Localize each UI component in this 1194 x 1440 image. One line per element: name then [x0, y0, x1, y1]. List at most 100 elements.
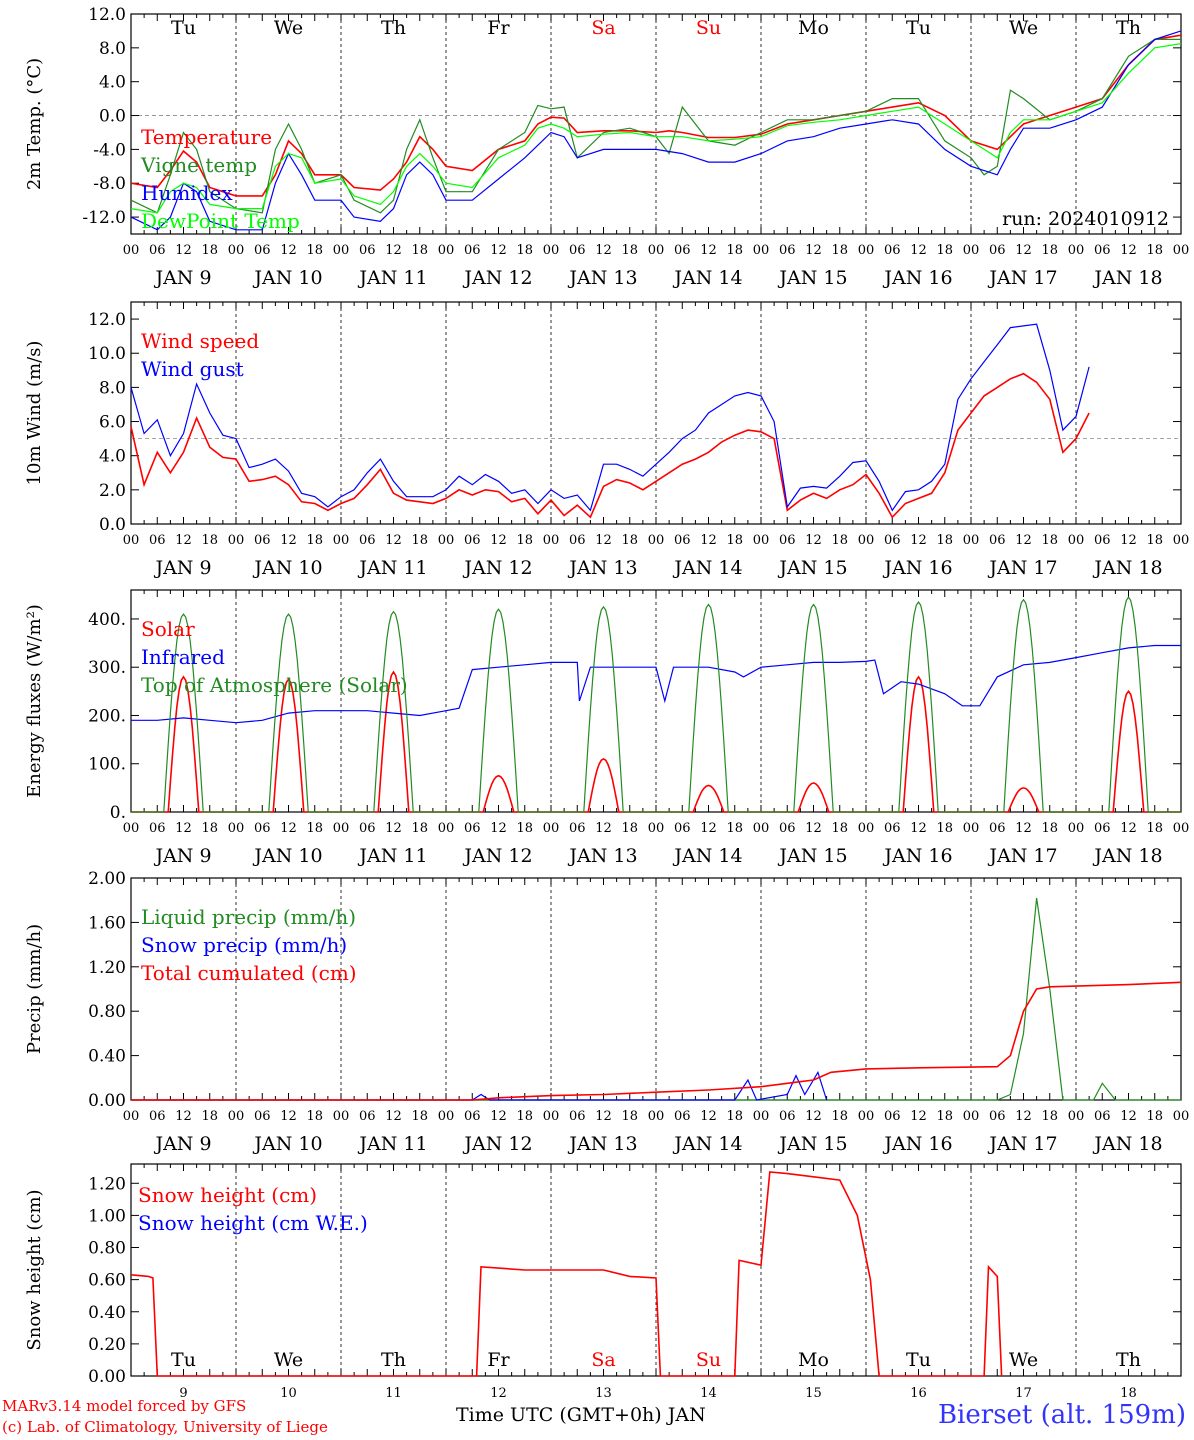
date-label: JAN 16 — [882, 557, 952, 579]
day-name-label: Mo — [798, 1349, 829, 1371]
hour-tick-label: 18 — [516, 533, 533, 548]
hour-tick-label: 06 — [779, 1109, 796, 1124]
hour-tick-label: 18 — [1041, 533, 1058, 548]
hour-tick-label: 00 — [648, 533, 665, 548]
legend-entry: Temperature — [141, 125, 272, 149]
y-tick-label: 200. — [88, 706, 126, 726]
hour-tick-label: 00 — [543, 243, 560, 258]
day-name-label: Tu — [171, 17, 196, 39]
hour-tick-label: 06 — [989, 243, 1006, 258]
hour-tick-label: 12 — [385, 1109, 402, 1124]
y-tick-label: 400. — [88, 610, 126, 630]
y-tick-label: 2.00 — [88, 869, 126, 889]
day-number-label: 14 — [700, 1386, 717, 1401]
hour-tick-label: 12 — [280, 533, 297, 548]
hour-tick-label: 18 — [936, 1109, 953, 1124]
day-number-label: 17 — [1015, 1386, 1032, 1401]
y-tick-label: -4.0 — [93, 140, 126, 160]
hour-tick-label: 06 — [569, 533, 586, 548]
panel-2: 12.0 10.0 8.0 6.0 4.0 2.0 0.0 10m Wind (m/s) Win… — [24, 301, 1189, 579]
hour-tick-label: 00 — [963, 821, 980, 836]
hour-tick-label: 12 — [805, 533, 822, 548]
hour-tick-label: 18 — [306, 533, 323, 548]
date-label: JAN 10 — [252, 267, 322, 289]
hour-tick-label: 18 — [726, 533, 743, 548]
date-label: JAN 18 — [1092, 1133, 1162, 1155]
legend-entry: Wind speed — [141, 329, 259, 353]
hour-tick-label: 18 — [936, 821, 953, 836]
hour-tick-label: 00 — [543, 533, 560, 548]
legend-entry: Humidex — [141, 181, 233, 205]
y-tick-label: -12.0 — [82, 208, 126, 228]
date-label: JAN 14 — [672, 845, 742, 867]
y-tick-label: 6.0 — [99, 413, 126, 433]
hour-tick-label: 00 — [438, 243, 455, 258]
series-line-total-cumulated-cm- — [131, 981, 1182, 1101]
hour-tick-label: 00 — [753, 243, 770, 258]
hour-tick-label: 12 — [490, 1109, 507, 1124]
day-name-label: We — [1009, 1349, 1038, 1371]
date-label: JAN 14 — [672, 557, 742, 579]
hour-tick-label: 06 — [359, 821, 376, 836]
y-axis-label: Precip (mm/h) — [24, 924, 45, 1054]
hour-tick-label: 00 — [1068, 243, 1085, 258]
hour-tick-label: 06 — [884, 243, 901, 258]
hour-tick-label: 00 — [333, 1109, 350, 1124]
day-name-label: Th — [381, 17, 406, 39]
date-label: JAN 10 — [252, 845, 322, 867]
station-name: Bierset (alt. 159m) — [937, 1400, 1186, 1430]
y-tick-label: 8.0 — [99, 39, 126, 59]
hour-tick-label: 12 — [910, 821, 927, 836]
hour-tick-label: 00 — [858, 821, 875, 836]
date-label: JAN 11 — [357, 1133, 427, 1155]
hour-tick-label: 18 — [831, 243, 848, 258]
y-axis-label: Snow height (cm) — [24, 1189, 45, 1350]
hour-tick-label: 18 — [411, 1109, 428, 1124]
series-line-dewpoint-temp — [130, 43, 1182, 214]
day-number-label: 15 — [805, 1386, 822, 1401]
hour-tick-label: 06 — [884, 533, 901, 548]
date-label: JAN 9 — [153, 557, 211, 579]
y-tick-label: 0.40 — [88, 1047, 126, 1067]
day-name-label: We — [274, 17, 303, 39]
hour-tick-label: 06 — [884, 821, 901, 836]
day-name-label: Tu — [906, 1349, 931, 1371]
series-line-liquid-precip-mm-h- — [131, 897, 1181, 1101]
hour-tick-label: 06 — [884, 1109, 901, 1124]
hour-tick-label: 12 — [1120, 821, 1137, 836]
hour-tick-label: 12 — [595, 821, 612, 836]
hour-tick-label: 18 — [621, 533, 638, 548]
date-label: JAN 12 — [462, 1133, 532, 1155]
hour-tick-label: 12 — [175, 243, 192, 258]
hour-tick-label: 00 — [1173, 821, 1190, 836]
hour-tick-label: 18 — [831, 821, 848, 836]
day-number-label: 9 — [179, 1386, 187, 1401]
hour-tick-label: 06 — [254, 1109, 271, 1124]
hour-tick-label: 06 — [1094, 821, 1111, 836]
y-tick-label: 0.00 — [88, 1367, 126, 1387]
hour-tick-label: 00 — [123, 533, 140, 548]
hour-tick-label: 18 — [516, 821, 533, 836]
series-line-infrared — [131, 644, 1181, 724]
y-tick-label: 10.0 — [88, 344, 126, 364]
hour-tick-label: 12 — [805, 1109, 822, 1124]
hour-tick-label: 12 — [385, 243, 402, 258]
hour-tick-label: 06 — [149, 1109, 166, 1124]
date-label: JAN 14 — [672, 267, 742, 289]
hour-tick-label: 12 — [595, 243, 612, 258]
hour-tick-label: 00 — [1173, 1109, 1190, 1124]
hour-tick-label: 00 — [1068, 533, 1085, 548]
y-axis-label: Energy fluxes (W/m²) — [24, 604, 45, 798]
hour-tick-label: 00 — [228, 533, 245, 548]
day-name-label: Sa — [591, 17, 615, 39]
y-tick-label: 0.0 — [99, 107, 126, 127]
hour-tick-label: 06 — [1094, 1109, 1111, 1124]
hour-tick-label: 18 — [1146, 1109, 1163, 1124]
hour-tick-label: 12 — [1120, 243, 1137, 258]
y-tick-label: 1.00 — [88, 1206, 126, 1226]
y-tick-label: 0.0 — [99, 515, 126, 535]
hour-tick-label: 00 — [1068, 821, 1085, 836]
hour-tick-label: 06 — [674, 821, 691, 836]
date-label: JAN 12 — [462, 267, 532, 289]
